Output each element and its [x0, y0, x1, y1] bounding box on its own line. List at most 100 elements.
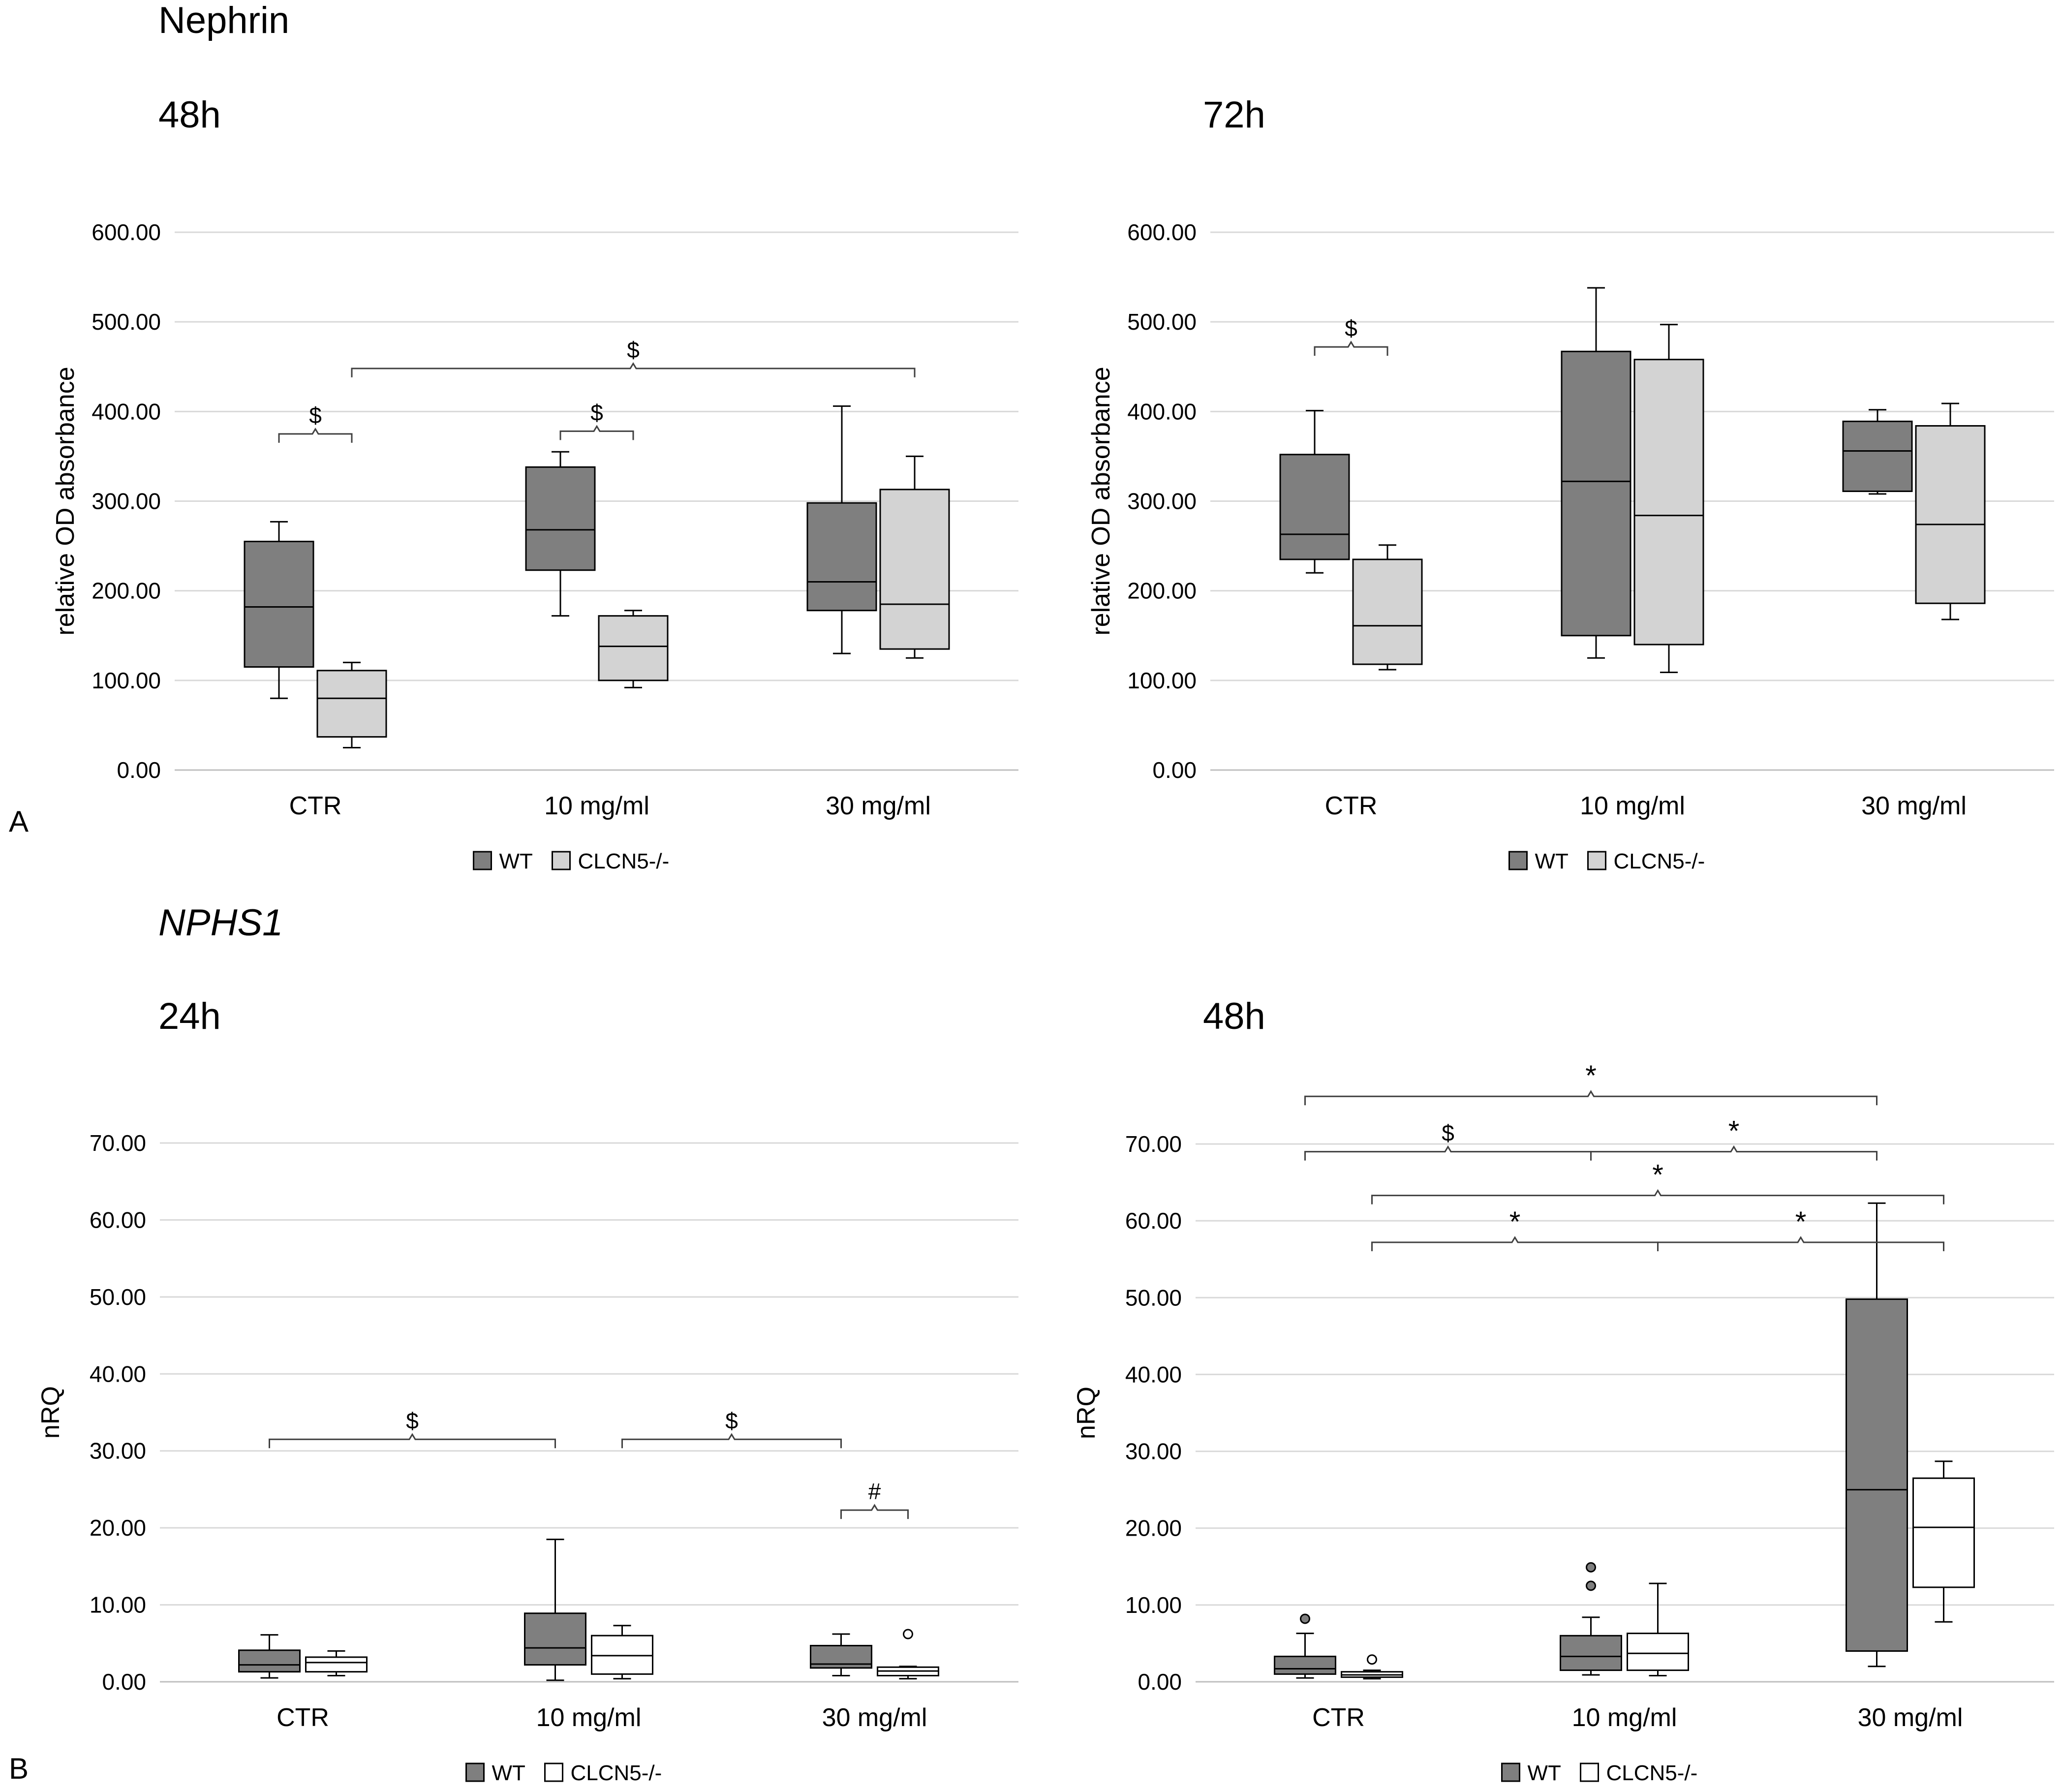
y-tick-label: 300.00 — [92, 489, 161, 514]
chart-nephrin-72h: 0.00 100.00 200.00 300.00 400.00 500.00 600.00… — [1087, 219, 2054, 873]
wt-box-1 — [525, 451, 596, 617]
y-tick-label: 600.00 — [1127, 219, 1197, 245]
legend-swatch-wt — [1508, 851, 1528, 870]
y-tick-label: 400.00 — [1127, 399, 1197, 424]
legend-swatch-ko — [1580, 1762, 1599, 1782]
chart-subtitle-nephrin-48h: 48h — [158, 94, 221, 136]
y-tick-label: 70.00 — [1125, 1131, 1182, 1157]
y-tick-label: 60.00 — [1125, 1208, 1182, 1234]
bracket-label: * — [1728, 1115, 1740, 1147]
wt-box-1 — [1561, 287, 1631, 659]
outlier-point — [1367, 1654, 1377, 1665]
box-iqr — [524, 1612, 586, 1666]
y-tick-label: 0.00 — [1152, 757, 1197, 783]
x-tick-label: 30 mg/ml — [1858, 1703, 1963, 1732]
legend-label-wt: WT — [1535, 849, 1569, 873]
chart-nphs1-24h: 0.00 10.00 20.00 30.00 40.00 50.00 60.00 70.00 n… — [36, 1130, 1018, 1785]
y-tick-label: 30.00 — [1125, 1439, 1182, 1464]
y-tick-label: 500.00 — [92, 309, 161, 335]
bracket-label: $ — [1442, 1120, 1454, 1146]
x-tick-label: 10 mg/ml — [1572, 1703, 1677, 1732]
x-tick-label: CTR — [1325, 792, 1378, 820]
bracket-label: $ — [1345, 315, 1357, 341]
ko-box-2 — [877, 1629, 939, 1680]
chart-nephrin-48h: 0.00 100.00 200.00 300.00 400.00 500.00 600.00… — [51, 219, 1018, 873]
panel-letter-a: A — [9, 805, 29, 838]
legend-label-wt: WT — [499, 849, 533, 873]
y-tick-label: 100.00 — [92, 668, 161, 693]
significance-bracket: $ — [559, 400, 634, 440]
y-tick-label: 600.00 — [92, 219, 161, 245]
chart-subtitle-nphs1-24h: 24h — [158, 995, 221, 1037]
box-iqr — [1627, 1633, 1689, 1671]
box-iqr — [1279, 454, 1350, 560]
ko-box-2 — [879, 455, 950, 659]
bracket-line — [278, 427, 353, 443]
bracket-line — [559, 425, 634, 440]
bracket-line — [1657, 1236, 1944, 1251]
y-tick-label: 200.00 — [1127, 578, 1197, 604]
significance-bracket: * — [1371, 1206, 1659, 1251]
ko-box-0 — [316, 661, 387, 748]
bracket-label: $ — [309, 402, 322, 428]
x-tick-label: 10 mg/ml — [544, 792, 649, 820]
bracket-label: * — [1585, 1060, 1597, 1092]
x-tick-label: 10 mg/ml — [536, 1703, 642, 1732]
x-tick-label: CTR — [1312, 1703, 1365, 1732]
legend-label-ko: CLCN5-/- — [571, 1761, 662, 1785]
outlier-point — [1586, 1580, 1596, 1591]
legend-swatch-wt — [1501, 1762, 1520, 1782]
ko-box-1 — [1633, 324, 1704, 673]
significance-bracket: $ — [269, 1408, 556, 1449]
ko-box-2 — [1915, 402, 1986, 620]
y-tick-label: 200.00 — [92, 578, 161, 604]
bracket-label: * — [1652, 1159, 1663, 1191]
y-tick-label: 50.00 — [1125, 1285, 1182, 1310]
x-tick-label: 30 mg/ml — [826, 792, 931, 820]
chart-subtitle-nphs1-48h: 48h — [1203, 995, 1265, 1037]
x-tick-label: 30 mg/ml — [1861, 792, 1967, 820]
significance-bracket: $ — [351, 337, 916, 377]
box-iqr — [305, 1656, 368, 1673]
wt-box-1 — [524, 1539, 586, 1681]
box-iqr — [1915, 425, 1986, 604]
box-iqr — [1846, 1298, 1908, 1652]
ko-box-1 — [1627, 1582, 1689, 1677]
box-iqr — [1842, 420, 1913, 492]
y-tick-label: 10.00 — [90, 1592, 146, 1618]
bracket-line — [840, 1504, 909, 1519]
wt-box-2 — [1842, 409, 1913, 495]
ko-box-1 — [598, 610, 669, 688]
y-tick-label: 60.00 — [90, 1207, 146, 1233]
bracket-line — [1304, 1090, 1877, 1106]
wt-box-0 — [1274, 1613, 1336, 1679]
x-tick-label: 10 mg/ml — [1580, 792, 1685, 820]
y-tick-label: 100.00 — [1127, 668, 1197, 693]
bracket-line — [351, 362, 916, 377]
significance-bracket: # — [840, 1479, 909, 1519]
outlier-point — [1586, 1562, 1596, 1573]
y-tick-label: 10.00 — [1125, 1592, 1182, 1618]
bracket-label: $ — [627, 337, 640, 363]
wt-box-1 — [1560, 1562, 1622, 1676]
box-iqr — [806, 502, 877, 612]
y-tick-label: 300.00 — [1127, 489, 1197, 514]
bracket-line — [1304, 1145, 1592, 1161]
bracket-label: $ — [725, 1408, 738, 1433]
panel-letter-b: B — [9, 1752, 29, 1785]
section-title-nephrin: Nephrin — [158, 0, 290, 41]
y-tick-label: 0.00 — [117, 757, 161, 783]
bracket-label: # — [868, 1479, 881, 1504]
y-axis-label: nRQ — [36, 1386, 65, 1439]
y-tick-label: 400.00 — [92, 399, 161, 424]
bracket-label: * — [1795, 1206, 1807, 1238]
box-iqr — [591, 1635, 653, 1675]
bracket-label: $ — [590, 400, 603, 425]
bracket-label: $ — [406, 1408, 419, 1433]
box-iqr — [244, 540, 314, 668]
box-iqr — [1352, 558, 1423, 665]
wt-box-0 — [238, 1634, 301, 1679]
legend-swatch-ko — [1587, 851, 1606, 870]
significance-bracket: * — [1590, 1115, 1877, 1161]
significance-bracket: * — [1371, 1159, 1944, 1205]
